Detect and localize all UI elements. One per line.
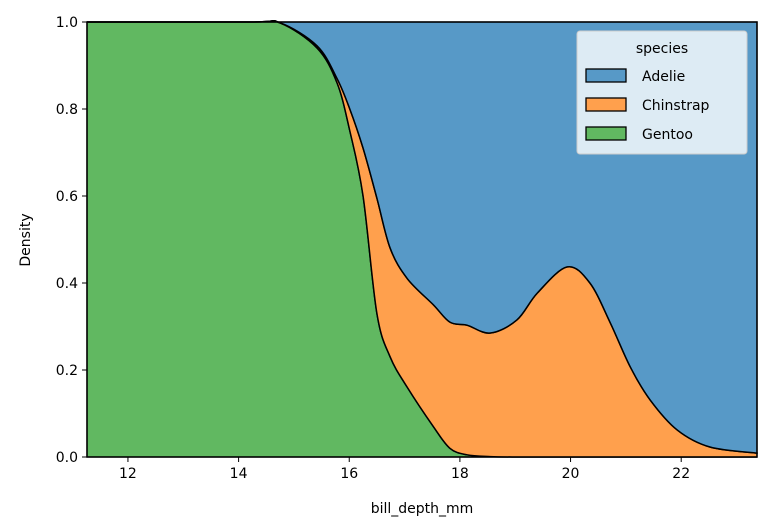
legend-swatch-chinstrap — [585, 97, 627, 112]
x-tick-label: 20 — [562, 466, 580, 482]
y-tick-label: 0.4 — [56, 276, 78, 292]
x-tick-label: 18 — [451, 466, 469, 482]
plot-frame — [86, 21, 758, 458]
y-tick-label: 0.8 — [56, 102, 78, 118]
y-tick-label: 0.6 — [56, 189, 78, 205]
x-tick-label: 16 — [340, 466, 358, 482]
x-tick-label: 14 — [230, 466, 248, 482]
legend-label: Gentoo — [642, 127, 693, 143]
legend-label: Adelie — [642, 69, 685, 85]
x-axis: 12 14 16 18 20 22 — [119, 457, 690, 482]
legend-title: species — [636, 41, 688, 57]
legend-label: Chinstrap — [642, 98, 710, 114]
y-tick-label: 0.2 — [56, 363, 78, 379]
x-axis-label: bill_depth_mm — [371, 501, 474, 517]
legend-swatch-gentoo — [585, 126, 627, 141]
y-axis-label: Density — [18, 213, 34, 266]
x-tick-label: 12 — [119, 466, 137, 482]
y-tick-label: 1.0 — [56, 15, 78, 31]
y-tick-label: 0.0 — [56, 450, 78, 466]
x-tick-label: 22 — [672, 466, 690, 482]
legend-box — [576, 30, 748, 155]
legend: species Adelie Chinstrap Gentoo — [576, 30, 748, 155]
y-axis: 0.0 0.2 0.4 0.6 0.8 1.0 — [56, 15, 87, 466]
legend-swatch-adelie — [585, 68, 627, 83]
